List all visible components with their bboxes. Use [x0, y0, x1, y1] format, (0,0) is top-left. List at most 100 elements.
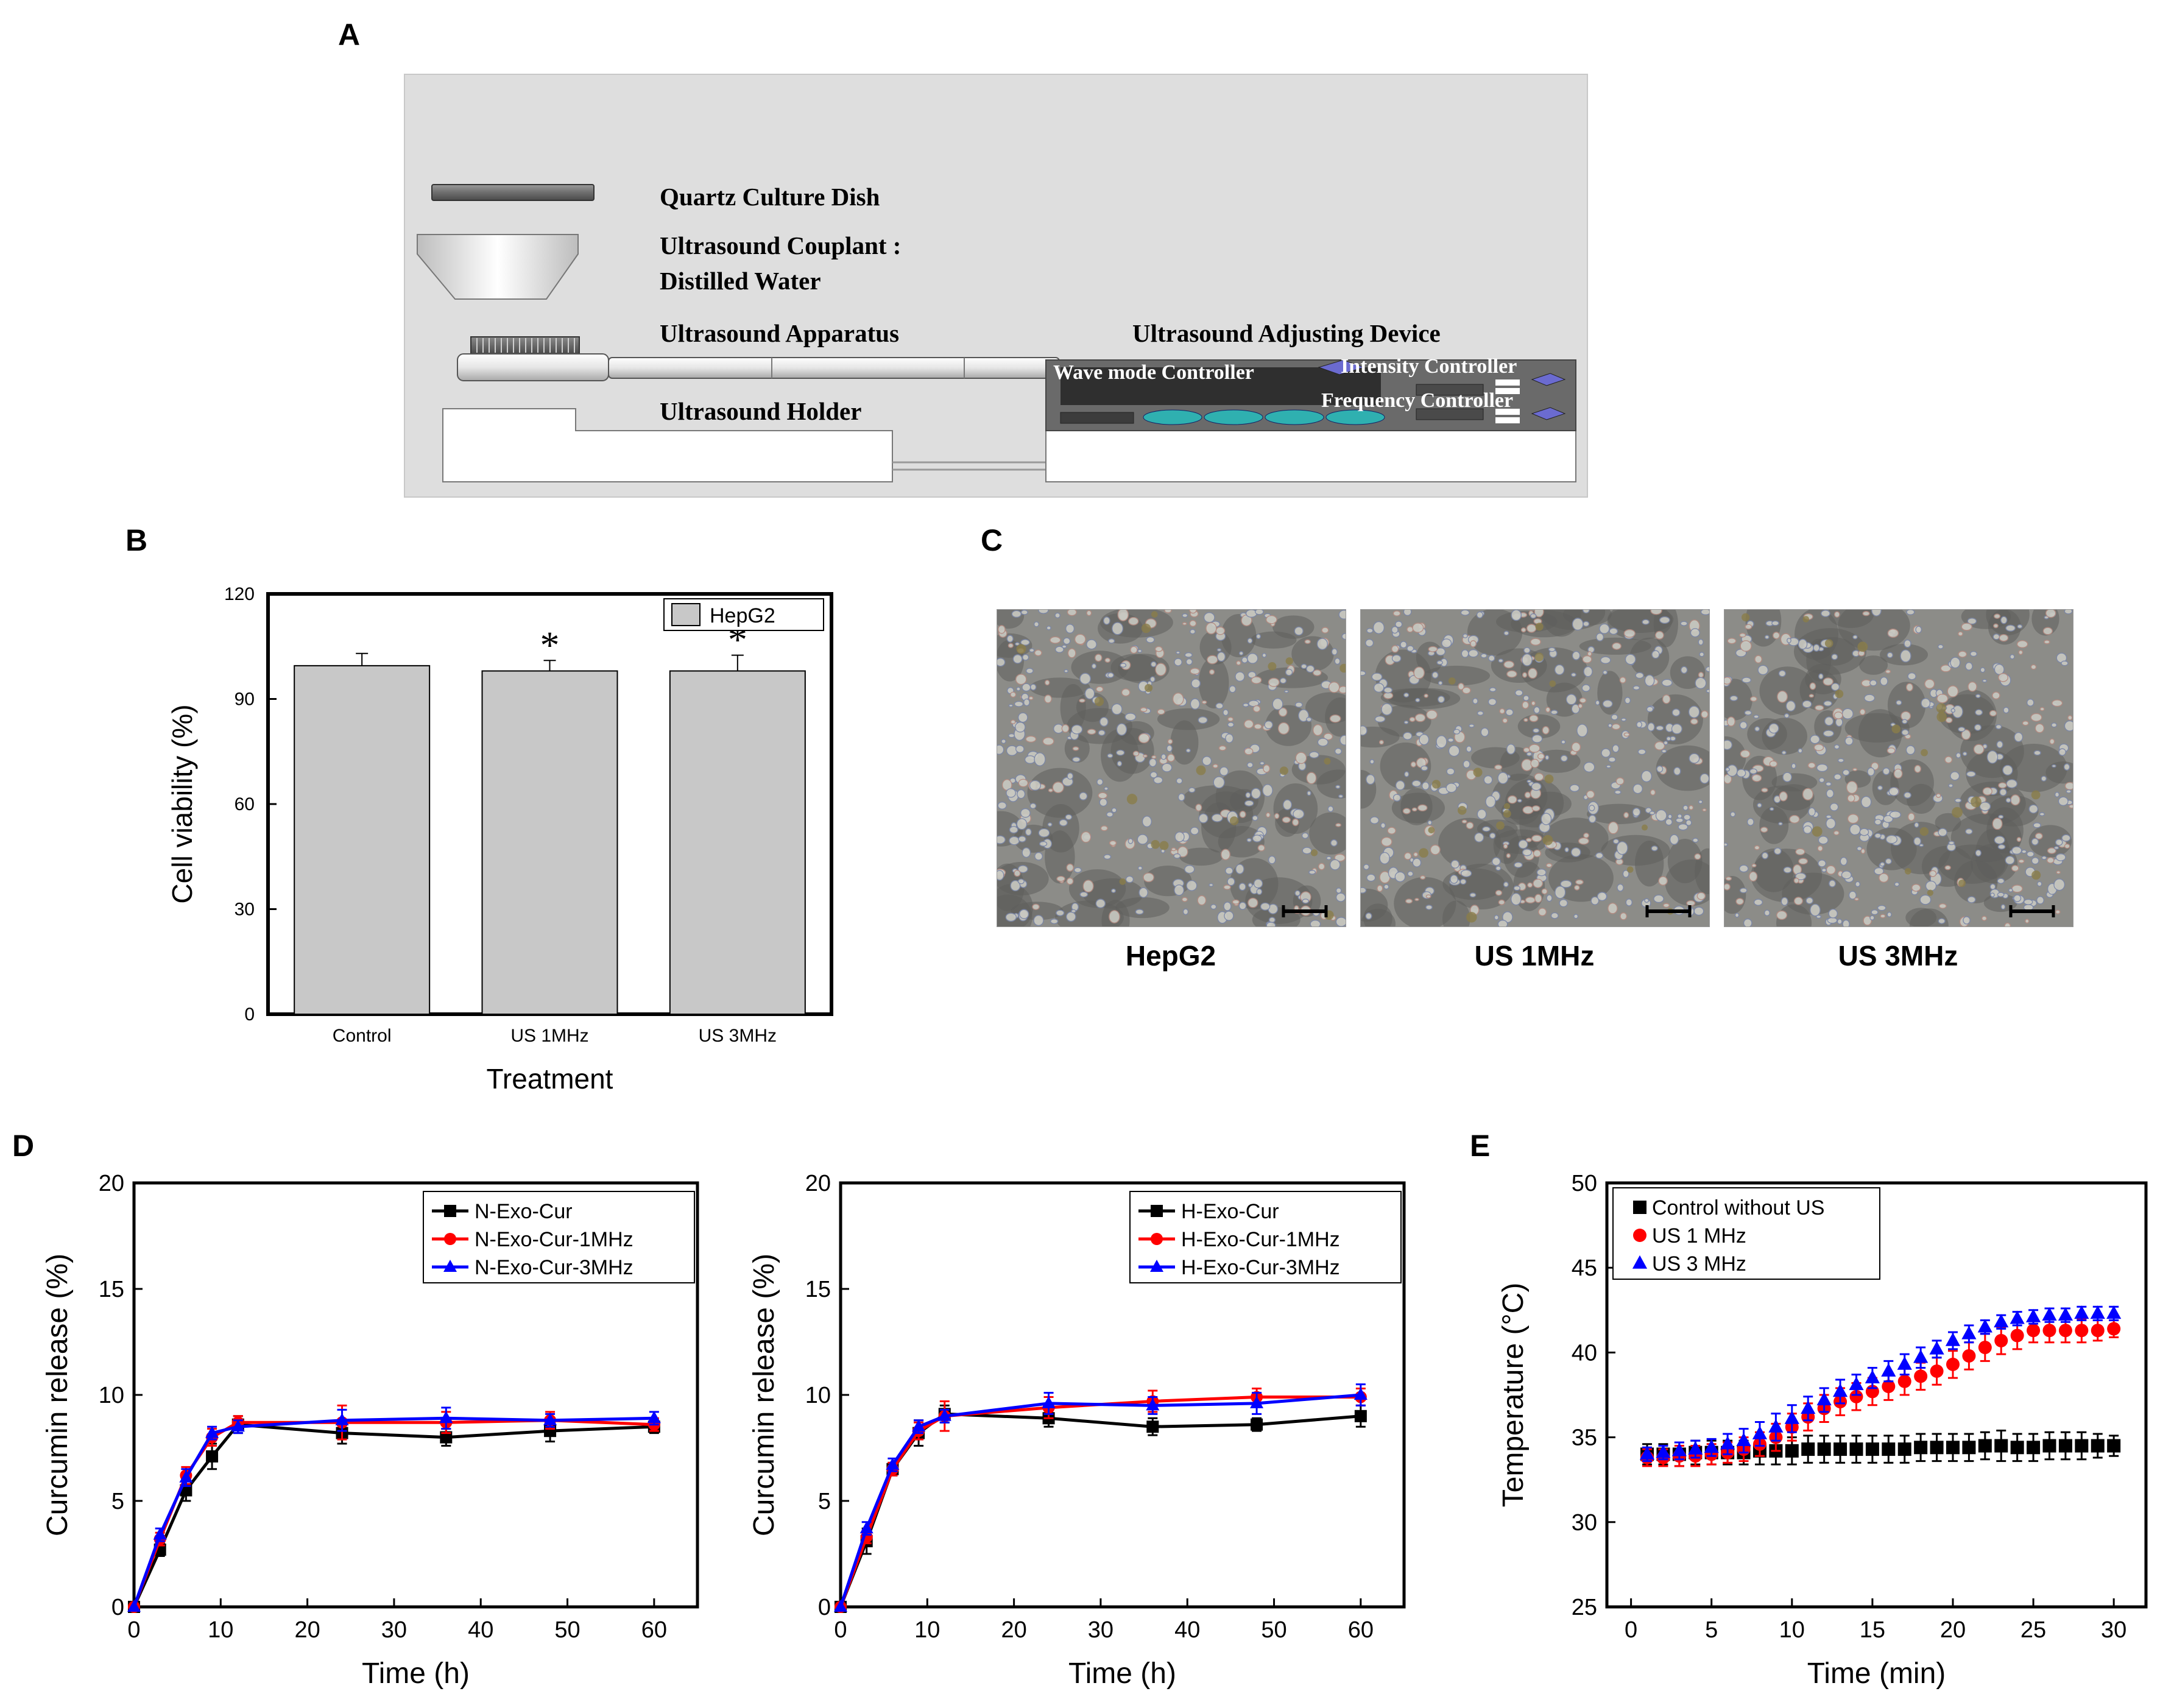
cell: [1329, 714, 1341, 723]
data-point: [2042, 1307, 2057, 1321]
cell: [1402, 732, 1413, 740]
x-tick-label: 50: [1261, 1617, 1286, 1643]
cell: [1782, 772, 1792, 783]
cell: [1998, 814, 2004, 819]
cell: [1608, 821, 1619, 835]
cell: [1334, 747, 1343, 755]
cell: [1522, 805, 1534, 814]
cell: [1958, 727, 1966, 732]
cell: [1623, 629, 1636, 638]
cell: [1029, 683, 1037, 691]
dark-region: [1422, 665, 1491, 686]
x-tick-label: 40: [468, 1617, 493, 1643]
cell: [1294, 626, 1304, 636]
cell: [1997, 844, 2006, 850]
cell: [1306, 665, 1315, 673]
data-point: [2010, 1441, 2024, 1455]
rounded-cell: [1971, 796, 1982, 808]
cell: [1321, 627, 1329, 633]
cell: [1171, 847, 1176, 852]
x-tick-label: US 1MHz: [510, 1026, 588, 1046]
cell: [1149, 771, 1158, 778]
y-tick-label: 5: [111, 1489, 124, 1514]
cell: [1833, 744, 1840, 750]
cell: [1219, 766, 1229, 776]
cell: [1642, 619, 1650, 625]
cell: [1889, 811, 1902, 819]
dark-region: [1380, 742, 1431, 790]
cell: [1798, 638, 1808, 650]
rounded-cell: [1891, 724, 1900, 734]
rounded-cell: [1141, 623, 1151, 633]
cell: [1961, 729, 1971, 740]
cell: [1773, 847, 1782, 855]
dark-region: [1745, 610, 1782, 647]
cell: [1816, 914, 1822, 919]
cell: [1624, 697, 1631, 704]
cell: [1252, 705, 1261, 713]
cell: [1209, 669, 1215, 675]
cell: [1029, 780, 1042, 791]
data-point: [1768, 1419, 1784, 1433]
cell: [1606, 764, 1612, 769]
cell: [1740, 749, 1751, 758]
cell: [1748, 871, 1758, 882]
rounded-cell: [1857, 641, 1868, 652]
y-tick-label: 10: [99, 1383, 124, 1408]
rounded-cell: [1544, 774, 1554, 784]
cell: [1675, 817, 1684, 824]
cell: [2054, 791, 2060, 798]
cell: [1914, 822, 1919, 828]
cell: [1877, 785, 1883, 791]
cell: [1863, 694, 1876, 702]
cell: [1818, 673, 1824, 680]
cell: [1523, 718, 1528, 722]
cell: [1472, 697, 1478, 705]
cell: [1531, 835, 1542, 842]
cell: [1522, 849, 1532, 856]
cell: [1856, 846, 1863, 852]
cell: [1195, 803, 1202, 812]
cell: [1469, 892, 1477, 898]
rounded-cell: [1741, 613, 1750, 622]
cell: [1885, 835, 1898, 844]
cell: [1056, 875, 1065, 882]
cell: [1419, 875, 1426, 880]
cell: [2022, 721, 2029, 726]
cell: [1107, 753, 1113, 758]
data-point: [2042, 1324, 2056, 1338]
cell: [1065, 911, 1076, 922]
cell: [1802, 700, 1812, 708]
cell: [1772, 632, 1780, 640]
cell: [1306, 772, 1317, 785]
cell: [1995, 724, 2002, 730]
cell: [1462, 633, 1468, 638]
cell: [1266, 615, 1277, 624]
cell: [1517, 799, 1522, 803]
caption-hepg2: HepG2: [1125, 940, 1216, 972]
cell: [1412, 858, 1422, 867]
cell: [1522, 700, 1530, 709]
data-point: [544, 1425, 557, 1438]
x-axis-label: Time (h): [1068, 1657, 1176, 1690]
cell: [1651, 650, 1660, 659]
cell: [2035, 723, 2045, 733]
cell: [1009, 836, 1020, 845]
cell: [1310, 920, 1321, 926]
cell: [1739, 721, 1748, 730]
cell: [1705, 666, 1709, 672]
cell: [1965, 828, 1973, 835]
cell: [1609, 627, 1618, 635]
cell: [1904, 791, 1911, 799]
cell: [1776, 910, 1788, 920]
cell: [1632, 807, 1641, 817]
cell: [1366, 774, 1375, 785]
rounded-cell: [1126, 794, 1138, 805]
cell: [1251, 788, 1262, 799]
cell: [1132, 750, 1140, 757]
cell: [1405, 898, 1413, 904]
cell: [1795, 872, 1807, 880]
cell: [1541, 888, 1548, 895]
x-tick-label: 10: [208, 1617, 233, 1643]
cell: [1915, 626, 1922, 633]
